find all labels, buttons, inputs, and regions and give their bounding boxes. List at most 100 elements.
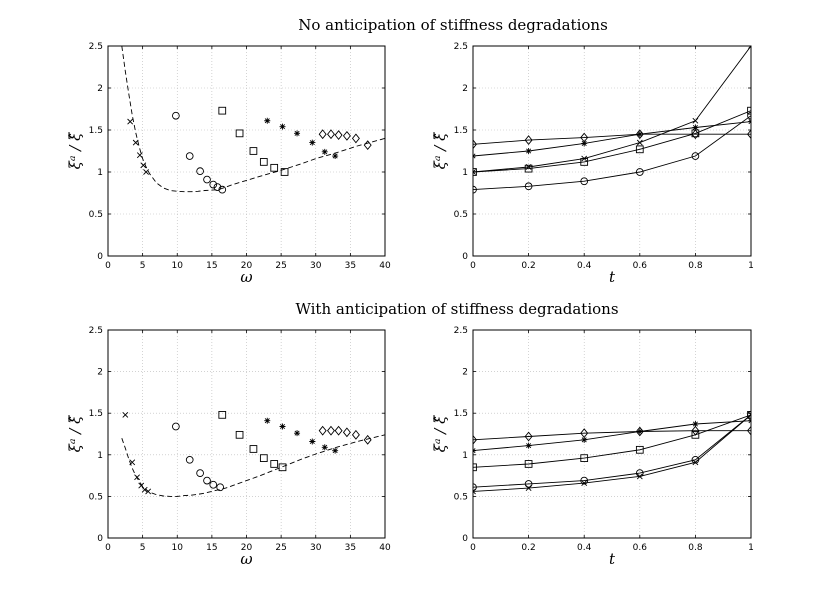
data-point-diamond [473, 139, 477, 150]
x-tick-label: 35 [345, 261, 356, 271]
data-point-diamond [635, 426, 644, 437]
x-tick-label: 40 [379, 261, 391, 271]
y-tick-label: 1.5 [89, 409, 103, 419]
y-tick-label: 1 [97, 451, 103, 461]
series-star [473, 118, 751, 160]
y-tick-label: 0 [462, 252, 468, 262]
y-tick-label: 0.5 [454, 492, 468, 502]
data-point-circle [185, 455, 194, 464]
data-point-cross [143, 169, 150, 175]
y-axis-label: ξᵃ / ξ̂ [66, 132, 84, 169]
data-point-diamond [342, 130, 351, 141]
x-tick-label: 1 [748, 261, 754, 271]
axes-frame [107, 45, 386, 257]
data-point-cross [134, 474, 141, 481]
data-point-star [636, 131, 643, 138]
data-point-cross [141, 486, 148, 493]
x-tick-label: 40 [379, 543, 391, 553]
data-point-diamond [363, 140, 372, 151]
x-tick-label: 0 [105, 261, 111, 271]
data-point-star [309, 139, 316, 146]
series-line-diamond [473, 133, 751, 145]
data-point-circle [218, 185, 227, 194]
x-tick-label: 20 [241, 543, 253, 553]
series-line-cross [473, 46, 751, 173]
data-point-cross [525, 485, 532, 491]
data-point-star [321, 444, 328, 451]
data-point-square [280, 168, 289, 176]
data-point-square [524, 460, 533, 468]
series-line-star [473, 420, 751, 452]
data-point-diamond [363, 434, 372, 445]
data-point-star [692, 421, 699, 428]
series-star [473, 417, 751, 454]
dashed-curve [121, 46, 385, 193]
y-tick-label: 0 [97, 252, 103, 262]
data-point-square [524, 164, 533, 173]
data-point-star [581, 140, 588, 147]
data-point-diamond [342, 427, 351, 438]
y-tick-label: 2.5 [89, 42, 103, 52]
x-axis-label: ω [240, 550, 252, 568]
data-point-square [218, 411, 227, 419]
data-point-square [270, 460, 279, 468]
x-tick-label: 10 [172, 261, 184, 271]
data-point-cross [581, 155, 588, 162]
x-tick-label: 0 [105, 543, 111, 553]
x-tick-label: 5 [140, 261, 146, 271]
y-tick-label: 2 [97, 84, 103, 94]
data-point-star [264, 417, 271, 424]
y-tick-label: 1 [462, 451, 468, 461]
data-point-square [270, 163, 279, 172]
data-point-circle [524, 182, 533, 191]
series-line-cross [473, 414, 751, 492]
data-point-square [691, 430, 700, 439]
x-tick-label: 0.8 [688, 543, 703, 553]
data-point-diamond [334, 130, 343, 140]
plot-area [121, 411, 385, 497]
data-point-cross [748, 46, 751, 49]
data-point-diamond [351, 429, 360, 440]
series-square [218, 411, 287, 472]
data-point-circle [216, 483, 225, 492]
x-tick-label: 15 [206, 543, 217, 553]
data-point-cross [138, 482, 145, 489]
axes-frame [107, 329, 386, 539]
data-point-circle [580, 476, 589, 485]
series-line-diamond [473, 430, 751, 441]
series-line-circle [473, 414, 751, 488]
data-point-square [235, 129, 244, 138]
plot-area [473, 46, 751, 194]
y-tick-label: 1.5 [454, 409, 468, 419]
plot-area [473, 411, 751, 495]
data-point-star [525, 148, 532, 154]
data-point-cross [145, 488, 152, 495]
data-point-cross [122, 411, 129, 418]
x-tick-label: 0.6 [633, 261, 648, 271]
data-point-circle [196, 469, 204, 477]
x-tick-label: 0.2 [521, 543, 535, 553]
series-diamond [318, 425, 372, 445]
data-point-circle [203, 175, 211, 184]
data-point-star [692, 124, 699, 131]
series-cross [127, 118, 150, 175]
series-line-circle [473, 115, 751, 191]
x-tick-label: 0.2 [521, 261, 535, 271]
data-point-star [581, 436, 588, 443]
series-cross [473, 46, 751, 175]
data-point-square [691, 129, 700, 138]
data-point-cross [136, 152, 143, 159]
data-point-diamond [327, 425, 335, 436]
x-tick-label: 0 [470, 543, 476, 553]
series-line-square [473, 414, 751, 468]
data-point-circle [213, 183, 222, 191]
x-axis-label: ω [240, 268, 252, 286]
data-point-circle [196, 167, 204, 176]
axes-frame [472, 329, 752, 539]
x-tick-label: 0.8 [688, 261, 703, 271]
data-point-cross [525, 164, 532, 170]
data-point-star [525, 442, 532, 449]
series-star [264, 417, 339, 454]
bottom-title: With anticipation of stiffness degradati… [295, 300, 618, 318]
